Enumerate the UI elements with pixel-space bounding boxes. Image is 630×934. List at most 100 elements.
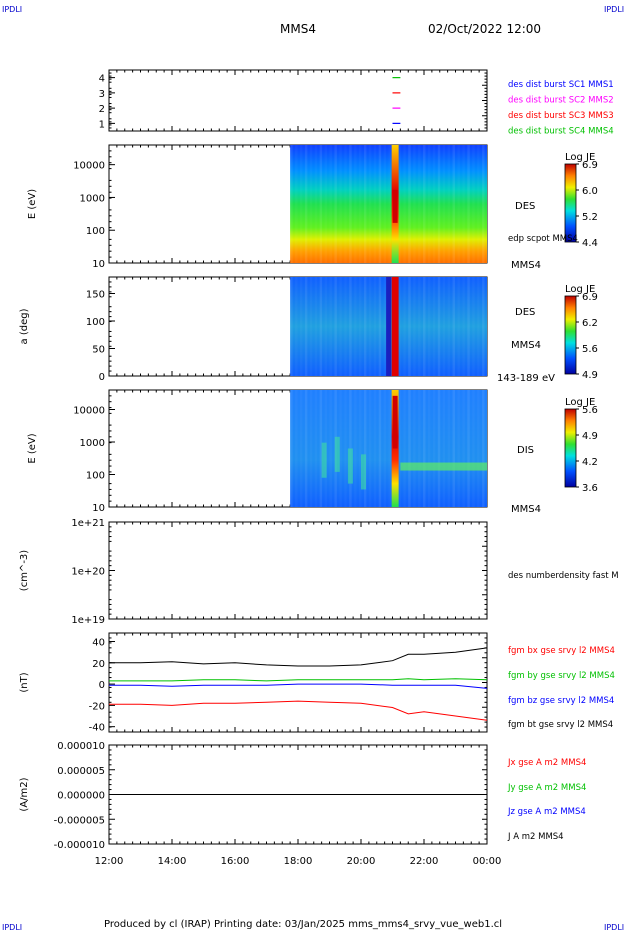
spectrogram-stripe <box>477 277 479 376</box>
spectrogram-stripe <box>443 390 445 507</box>
right-label: edp scpot MMS4 <box>508 234 578 244</box>
dark-band <box>386 277 392 376</box>
spectrogram-stripe <box>457 390 459 507</box>
spectrogram-stripe <box>295 145 297 263</box>
legend-item: des dist burst SC3 MMS3 <box>508 111 614 121</box>
legend-item: des dist burst SC1 MMS1 <box>508 80 614 90</box>
spectrogram-stripe <box>482 390 485 507</box>
spectrogram-stripe <box>413 390 415 507</box>
spectrogram-stripe <box>315 390 317 507</box>
y-tick-label: 150 <box>86 290 105 301</box>
spectrogram-stripe <box>295 277 297 376</box>
spectrogram-stripe <box>363 145 367 263</box>
spectrogram-stripe <box>408 390 411 507</box>
panels-layer <box>108 69 579 845</box>
spectrogram-stripe <box>418 277 420 376</box>
right-label: DIS <box>517 445 534 456</box>
spectrogram-stripe <box>408 277 411 376</box>
spectrogram-stripe <box>457 145 459 263</box>
spectrogram-stripe <box>452 277 456 376</box>
legend-item: Jz gse A m2 MMS4 <box>507 807 586 817</box>
y-tick-label: 100 <box>86 317 105 328</box>
spectrogram-stripe <box>467 390 470 507</box>
spectrogram-stripe <box>330 277 332 376</box>
series-line <box>109 700 488 721</box>
spectrogram-stripe <box>334 145 337 263</box>
spectrogram-stripe <box>300 277 302 376</box>
spectrogram-stripe <box>295 390 297 507</box>
spectrogram-stripe <box>369 277 371 376</box>
right-label: MMS4 <box>511 340 541 351</box>
y-tick-label: 1e+19 <box>71 615 105 626</box>
right-label: 143-189 eV <box>497 373 555 384</box>
spectrogram-stripe <box>398 277 400 376</box>
colorbar-title: Log JE <box>565 284 595 295</box>
spectrogram-stripe <box>378 145 382 263</box>
spectrogram-stripe <box>423 277 426 376</box>
legend-item: Jy gse A m2 MMS4 <box>507 783 586 793</box>
y-tick-label: 4 <box>99 74 105 85</box>
spectrogram-stripe <box>363 390 367 507</box>
ion-patch <box>334 436 340 472</box>
spectrogram-stripe <box>433 390 435 507</box>
colorbar <box>564 295 577 375</box>
corner-mark-tl: IPDLI <box>2 5 23 14</box>
spectrogram-stripe <box>398 145 400 263</box>
spectrogram-stripe <box>437 390 441 507</box>
y-axis-label: (cm^-3) <box>19 550 30 591</box>
corner-mark-bl: IPDLI <box>2 923 23 932</box>
colorbar-tick-label: 4.2 <box>582 457 598 468</box>
spectrogram-stripe <box>457 277 459 376</box>
spectrogram-stripe <box>477 145 479 263</box>
spectrogram-stripe <box>437 277 441 376</box>
spectrogram-stripe <box>462 390 464 507</box>
spectrogram-stripe <box>378 390 382 507</box>
y-axis-label: E (eV) <box>27 433 38 463</box>
event-band <box>391 277 399 376</box>
colorbar <box>564 163 577 243</box>
legend-item: fgm bz gse srvy l2 MMS4 <box>508 696 614 706</box>
spectrogram-stripe <box>349 145 352 263</box>
legend-item: Jx gse A m2 MMS4 <box>507 758 586 768</box>
spectrogram-stripe <box>290 277 293 376</box>
spectrogram-stripe <box>428 277 430 376</box>
spectrogram-stripe <box>403 390 405 507</box>
x-tick-label: 16:00 <box>221 856 250 867</box>
spectrogram-stripe <box>334 277 337 376</box>
series-line <box>109 683 488 689</box>
right-label: DES <box>515 307 535 318</box>
spectrogram-stripe <box>319 277 323 376</box>
right-label: DES <box>515 201 535 212</box>
spectrogram-stripe <box>378 277 382 376</box>
spectrogram-stripe <box>354 277 356 376</box>
spectrogram-stripe <box>452 145 456 263</box>
ion-patch <box>361 454 366 490</box>
corner-mark-br: IPDLI <box>604 923 625 932</box>
spectrogram-stripe <box>482 277 485 376</box>
spectrogram-stripe <box>315 145 317 263</box>
spectrogram-stripe <box>418 145 420 263</box>
y-tick-label: 100 <box>86 471 105 482</box>
spectrogram-stripe <box>423 145 426 263</box>
y-tick-label: 10000 <box>73 161 105 172</box>
colorbar-tick-label: 4.4 <box>582 238 598 249</box>
spectrogram-stripe <box>433 277 435 376</box>
y-tick-label: 40 <box>92 638 105 649</box>
y-tick-label: 0 <box>99 680 105 691</box>
spectrogram-stripe <box>403 145 405 263</box>
y-tick-label: -20 <box>89 701 105 712</box>
colorbar-tick-label: 4.9 <box>582 370 598 381</box>
spectrogram-stripe <box>304 145 308 263</box>
spectrogram-stripe <box>374 277 376 376</box>
colorbar-tick-label: 6.0 <box>582 186 598 197</box>
spectrogram-stripe <box>477 390 479 507</box>
colorbar-tick-label: 5.6 <box>582 405 598 416</box>
colorbar-tick-label: 5.6 <box>582 344 598 355</box>
spectrogram-stripe <box>363 277 367 376</box>
spectrogram-stripe <box>369 145 371 263</box>
spectrogram-stripe <box>418 390 420 507</box>
spectrogram <box>290 145 487 263</box>
legend-item: fgm by gse srvy l2 MMS4 <box>508 671 615 681</box>
series-line <box>109 678 488 682</box>
